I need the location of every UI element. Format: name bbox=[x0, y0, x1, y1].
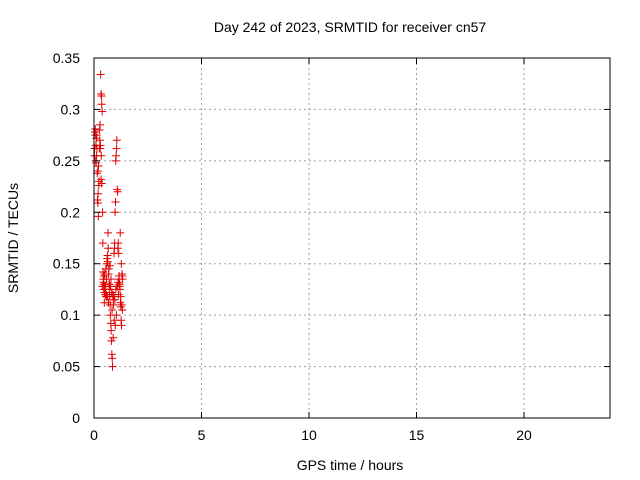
grid-lines bbox=[94, 58, 610, 418]
y-tick-labels: 0 0.05 0.1 0.15 0.2 0.25 0.3 0.35 bbox=[53, 50, 80, 426]
data-point bbox=[98, 107, 107, 116]
data-point bbox=[106, 275, 115, 284]
data-point bbox=[97, 92, 106, 101]
data-point bbox=[98, 239, 107, 248]
data-point bbox=[98, 282, 107, 291]
data-point bbox=[104, 264, 113, 273]
x-tick-label: 10 bbox=[301, 427, 317, 443]
x-tick-label: 15 bbox=[409, 427, 425, 443]
y-tick-label: 0.1 bbox=[61, 307, 81, 323]
data-point bbox=[116, 228, 125, 237]
data-point bbox=[111, 208, 120, 217]
data-point bbox=[94, 212, 103, 221]
data-point bbox=[117, 300, 126, 309]
data-point bbox=[99, 278, 108, 287]
data-points bbox=[90, 70, 127, 371]
data-point bbox=[93, 167, 102, 176]
data-point bbox=[104, 298, 113, 307]
data-point bbox=[97, 175, 106, 184]
data-point bbox=[105, 280, 114, 289]
y-tick-label: 0.25 bbox=[53, 153, 80, 169]
data-point bbox=[114, 239, 123, 248]
data-point bbox=[114, 290, 123, 299]
y-axis-label: SRMTID / TECUs bbox=[5, 183, 21, 293]
data-point bbox=[108, 362, 117, 371]
data-point bbox=[109, 333, 118, 342]
data-point bbox=[96, 120, 105, 129]
data-point bbox=[94, 189, 103, 198]
data-point bbox=[96, 144, 105, 153]
data-point bbox=[118, 306, 127, 314]
data-point bbox=[111, 321, 120, 330]
data-point bbox=[113, 187, 122, 196]
data-point bbox=[91, 141, 100, 150]
x-tick-label: 5 bbox=[198, 427, 206, 443]
y-tick-label: 0.3 bbox=[61, 101, 81, 117]
data-point bbox=[108, 354, 117, 363]
data-point bbox=[114, 278, 123, 287]
data-point bbox=[115, 280, 124, 289]
y-tick-label: 0.2 bbox=[61, 204, 81, 220]
y-tick-label: 0.35 bbox=[53, 50, 80, 66]
data-point bbox=[100, 272, 109, 281]
data-point bbox=[112, 151, 121, 160]
data-point bbox=[103, 228, 112, 237]
x-axis-label: GPS time / hours bbox=[297, 457, 404, 473]
data-point bbox=[93, 199, 102, 208]
data-point bbox=[115, 272, 124, 281]
data-point bbox=[97, 100, 106, 109]
data-point bbox=[110, 316, 119, 325]
data-point bbox=[107, 326, 116, 335]
data-point bbox=[100, 288, 109, 297]
data-point bbox=[94, 162, 103, 170]
plot-frame bbox=[93, 57, 611, 419]
data-point bbox=[113, 282, 122, 291]
data-point bbox=[96, 70, 105, 79]
data-point bbox=[102, 292, 111, 301]
y-tick-label: 0.15 bbox=[53, 256, 80, 272]
data-point bbox=[111, 198, 120, 206]
data-point bbox=[116, 292, 125, 301]
x-tick-labels: 0 5 10 15 20 bbox=[90, 427, 532, 443]
data-point bbox=[93, 169, 102, 178]
data-point bbox=[110, 295, 119, 304]
chart-title: Day 242 of 2023, SRMTID for receiver cn5… bbox=[214, 19, 487, 35]
data-point bbox=[117, 259, 126, 268]
data-point bbox=[99, 267, 108, 276]
data-point bbox=[112, 136, 121, 145]
data-point bbox=[91, 131, 100, 140]
data-point bbox=[114, 249, 123, 258]
data-point bbox=[108, 306, 117, 314]
data-point bbox=[97, 151, 106, 160]
data-point bbox=[97, 179, 106, 188]
data-point bbox=[112, 311, 121, 320]
axis-ticks bbox=[93, 57, 610, 419]
data-point bbox=[112, 144, 121, 153]
data-point bbox=[95, 136, 104, 145]
y-tick-label: 0.05 bbox=[53, 359, 80, 375]
data-point bbox=[109, 300, 118, 309]
x-tick-label: 0 bbox=[90, 427, 98, 443]
data-point bbox=[103, 257, 112, 266]
y-tick-label: 0 bbox=[72, 410, 80, 426]
x-tick-label: 20 bbox=[516, 427, 532, 443]
data-point bbox=[107, 288, 116, 297]
